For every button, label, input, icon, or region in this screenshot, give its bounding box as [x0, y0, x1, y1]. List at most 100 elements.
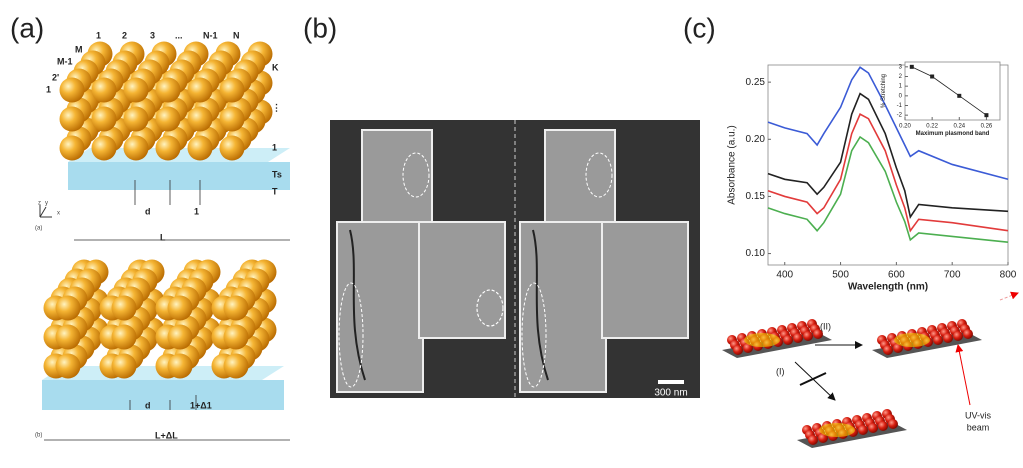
ts-label: Ts: [272, 169, 282, 179]
layer-label: ⋮: [272, 102, 281, 112]
sphere: [156, 136, 181, 161]
sphere: [56, 354, 81, 379]
sphere: [224, 325, 249, 350]
beam-label: beam: [967, 422, 990, 432]
substrate: [42, 380, 284, 410]
point: [910, 65, 914, 69]
x-tick-label: 0.26: [981, 124, 993, 130]
sphere: [156, 107, 181, 132]
col-label: N-1: [203, 30, 218, 40]
gap-label: 1+Δ1: [190, 400, 212, 410]
bead: [733, 345, 743, 355]
y-tick-label: 0.20: [746, 134, 766, 145]
sphere: [112, 296, 137, 321]
x-tick-label: 800: [1000, 270, 1017, 281]
micrograph: [337, 222, 423, 392]
x-tick-label: 600: [888, 270, 905, 281]
substrate: [68, 162, 290, 190]
bead: [868, 423, 878, 433]
panel-label: (b): [303, 12, 337, 43]
x-axis-label: Wavelength (nm): [848, 282, 928, 293]
y-tick-label: 0.10: [746, 248, 766, 259]
sphere: [220, 136, 245, 161]
d-label: d: [145, 206, 151, 216]
panel-label: (a): [10, 12, 44, 43]
bead: [808, 435, 818, 445]
sphere: [224, 296, 249, 321]
arrow: [795, 362, 835, 400]
layer-label: 1: [272, 142, 277, 152]
sphere: [168, 354, 193, 379]
micrograph: [520, 222, 606, 392]
y-axis-label: Absorbance (a.u.): [727, 125, 738, 205]
sphere: [56, 296, 81, 321]
col-label: 2: [122, 30, 127, 40]
bead: [858, 425, 868, 435]
sphere: [92, 107, 117, 132]
col-label: 3: [150, 30, 155, 40]
col-label: N: [233, 30, 240, 40]
page: (a) (b) (c) 1 2 3 ... N-1 N M-1 M 2' 1 K…: [0, 0, 1023, 468]
y-axis-label: % Stretching: [881, 74, 887, 108]
row-label: M: [75, 44, 83, 54]
beam-spot: [894, 333, 930, 347]
beam-label: UV-vis: [965, 410, 992, 420]
pull: [1000, 293, 1018, 300]
point: [957, 94, 961, 98]
bead: [803, 331, 813, 341]
col-label: ...: [175, 30, 183, 40]
bead: [943, 333, 953, 343]
sphere: [220, 107, 245, 132]
length-label: L+ΔL: [155, 430, 178, 440]
row-label: M-1: [57, 56, 73, 66]
beam-pointer: [958, 345, 970, 405]
bead: [883, 345, 893, 355]
bead: [878, 421, 888, 431]
gap-label: 1: [194, 206, 199, 216]
length-label: L: [160, 232, 166, 242]
beam-spot: [819, 423, 855, 437]
sphere: [188, 78, 213, 103]
sphere: [124, 107, 149, 132]
cross: [800, 373, 826, 385]
sub-tag: (a): [35, 226, 42, 232]
row-label: 2': [52, 72, 59, 82]
sphere: [56, 325, 81, 350]
x-tick-label: 0.20: [899, 124, 911, 130]
bead: [783, 335, 793, 345]
sphere: [188, 107, 213, 132]
axis-label: y: [45, 201, 48, 207]
micrograph: [419, 222, 505, 338]
x-tick-label: 400: [776, 270, 793, 281]
micrograph: [602, 222, 688, 338]
sphere: [220, 78, 245, 103]
bead: [933, 335, 943, 345]
point: [984, 113, 988, 117]
sub-tag: (b): [35, 433, 42, 439]
scale-bar: [658, 380, 684, 384]
y-tick-label: 0.25: [746, 77, 766, 88]
path-label: (II): [820, 321, 831, 331]
sphere: [60, 136, 85, 161]
sphere: [168, 325, 193, 350]
x-tick-label: 0.24: [953, 124, 965, 130]
sphere: [92, 136, 117, 161]
path-label: (I): [776, 366, 785, 376]
axis-label: z: [38, 201, 41, 207]
d-label: d: [145, 400, 151, 410]
sphere: [60, 78, 85, 103]
sphere: [188, 136, 213, 161]
sphere: [92, 78, 117, 103]
point: [930, 75, 934, 79]
t-label: T: [272, 186, 278, 196]
y-tick-label: 0.15: [746, 191, 766, 202]
sphere: [168, 296, 193, 321]
sphere: [112, 325, 137, 350]
micrograph: [362, 130, 432, 222]
sphere: [156, 78, 181, 103]
y-tick-label: -1: [897, 103, 903, 109]
sphere: [112, 354, 137, 379]
scale-label: 300 nm: [654, 388, 687, 399]
bead: [793, 333, 803, 343]
sphere: [60, 107, 85, 132]
